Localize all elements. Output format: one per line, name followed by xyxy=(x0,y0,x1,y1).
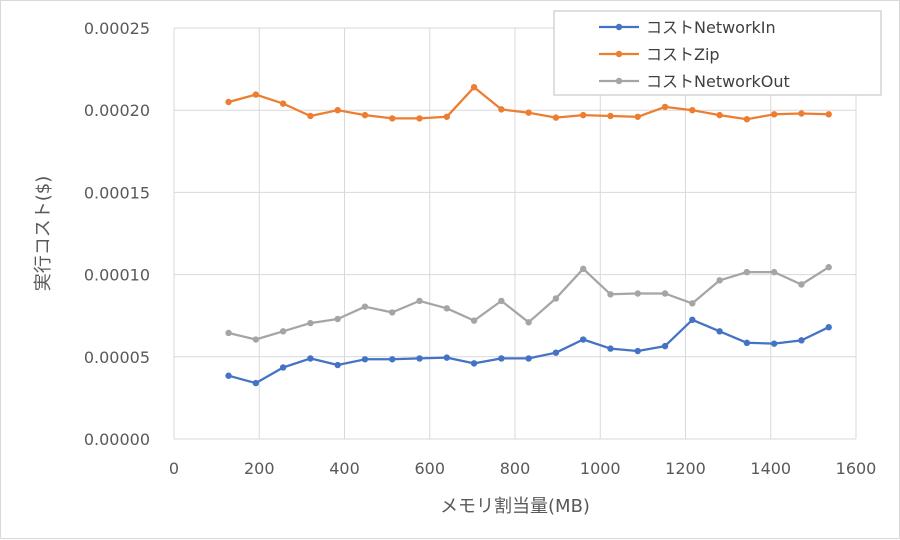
data-point xyxy=(470,83,478,91)
data-point xyxy=(661,103,669,111)
data-point xyxy=(607,345,614,352)
data-point xyxy=(498,355,505,362)
data-point xyxy=(634,347,641,355)
data-point xyxy=(525,319,532,326)
data-point xyxy=(416,355,423,362)
data-point xyxy=(552,349,560,356)
data-point xyxy=(770,268,778,276)
data-point xyxy=(334,315,341,323)
data-point xyxy=(689,300,696,307)
y-tick-label: 0.00015 xyxy=(84,183,150,202)
data-point xyxy=(361,356,369,363)
data-point xyxy=(252,336,260,343)
data-point xyxy=(498,106,505,113)
data-point xyxy=(689,316,696,324)
data-point xyxy=(252,379,260,387)
x-axis-title: メモリ割当量(MB) xyxy=(440,496,590,517)
data-point xyxy=(716,277,723,284)
x-tick-label: 800 xyxy=(500,459,531,478)
data-point xyxy=(770,340,778,347)
series-line xyxy=(228,266,830,341)
data-point xyxy=(334,361,341,369)
data-point xyxy=(389,356,396,363)
data-point xyxy=(661,342,669,350)
data-point xyxy=(770,111,778,118)
legend-label: コストNetworkOut xyxy=(646,72,790,91)
data-point xyxy=(279,328,287,335)
legend-marker xyxy=(615,50,623,58)
data-point xyxy=(279,100,287,107)
data-point xyxy=(361,303,369,310)
data-point xyxy=(470,360,478,367)
y-axis-title: 実行コスト($) xyxy=(33,176,54,292)
x-tick-label: 1000 xyxy=(580,459,621,478)
data-point xyxy=(716,111,723,119)
legend-marker xyxy=(615,77,623,85)
x-tick-label: 0 xyxy=(169,459,179,478)
data-point xyxy=(580,336,587,343)
data-point xyxy=(634,113,641,120)
data-point xyxy=(798,337,805,344)
data-point xyxy=(498,297,505,305)
y-tick-label: 0.00005 xyxy=(84,348,150,367)
data-point xyxy=(225,98,232,106)
y-tick-label: 0.00010 xyxy=(84,266,150,285)
data-point xyxy=(552,295,560,302)
data-point xyxy=(580,111,587,119)
data-point xyxy=(443,305,450,312)
data-point xyxy=(443,354,450,361)
legend-label: コストNetworkIn xyxy=(646,18,776,37)
data-point xyxy=(607,112,614,120)
data-point xyxy=(634,290,641,297)
data-point xyxy=(525,355,532,362)
data-point xyxy=(798,110,805,117)
x-tick-label: 1600 xyxy=(836,459,877,478)
y-tick-label: 0.00000 xyxy=(84,430,150,449)
data-point xyxy=(825,324,832,331)
data-point xyxy=(361,111,369,119)
x-tick-label: 1400 xyxy=(750,459,791,478)
x-tick-label: 600 xyxy=(414,459,445,478)
series-line xyxy=(228,318,830,385)
data-point xyxy=(334,107,341,114)
data-point xyxy=(279,364,287,371)
data-point xyxy=(389,309,396,316)
data-point xyxy=(225,372,232,379)
data-point xyxy=(798,281,805,288)
data-point xyxy=(443,113,450,120)
data-point xyxy=(743,339,751,347)
data-point xyxy=(825,264,832,271)
data-point xyxy=(470,317,478,324)
legend-marker xyxy=(615,23,623,31)
data-point xyxy=(580,265,587,273)
data-point xyxy=(525,109,532,116)
legend-label: コストZip xyxy=(646,45,720,64)
data-point xyxy=(307,355,314,362)
data-point xyxy=(825,111,832,118)
x-tick-label: 400 xyxy=(329,459,360,478)
data-point xyxy=(307,319,314,327)
data-point xyxy=(716,328,723,335)
y-tick-label: 0.00025 xyxy=(84,19,150,38)
data-point xyxy=(689,107,696,114)
data-point xyxy=(252,91,260,98)
y-tick-label: 0.00020 xyxy=(84,101,150,120)
data-point xyxy=(552,114,560,121)
data-point xyxy=(607,291,614,298)
data-point xyxy=(416,297,423,305)
data-point xyxy=(307,112,314,120)
data-point xyxy=(389,115,396,122)
data-point xyxy=(743,268,751,276)
data-point xyxy=(416,115,423,122)
data-point xyxy=(225,329,232,337)
data-point xyxy=(743,116,751,123)
x-tick-label: 1200 xyxy=(665,459,706,478)
x-tick-label: 200 xyxy=(244,459,275,478)
data-point xyxy=(661,290,669,297)
